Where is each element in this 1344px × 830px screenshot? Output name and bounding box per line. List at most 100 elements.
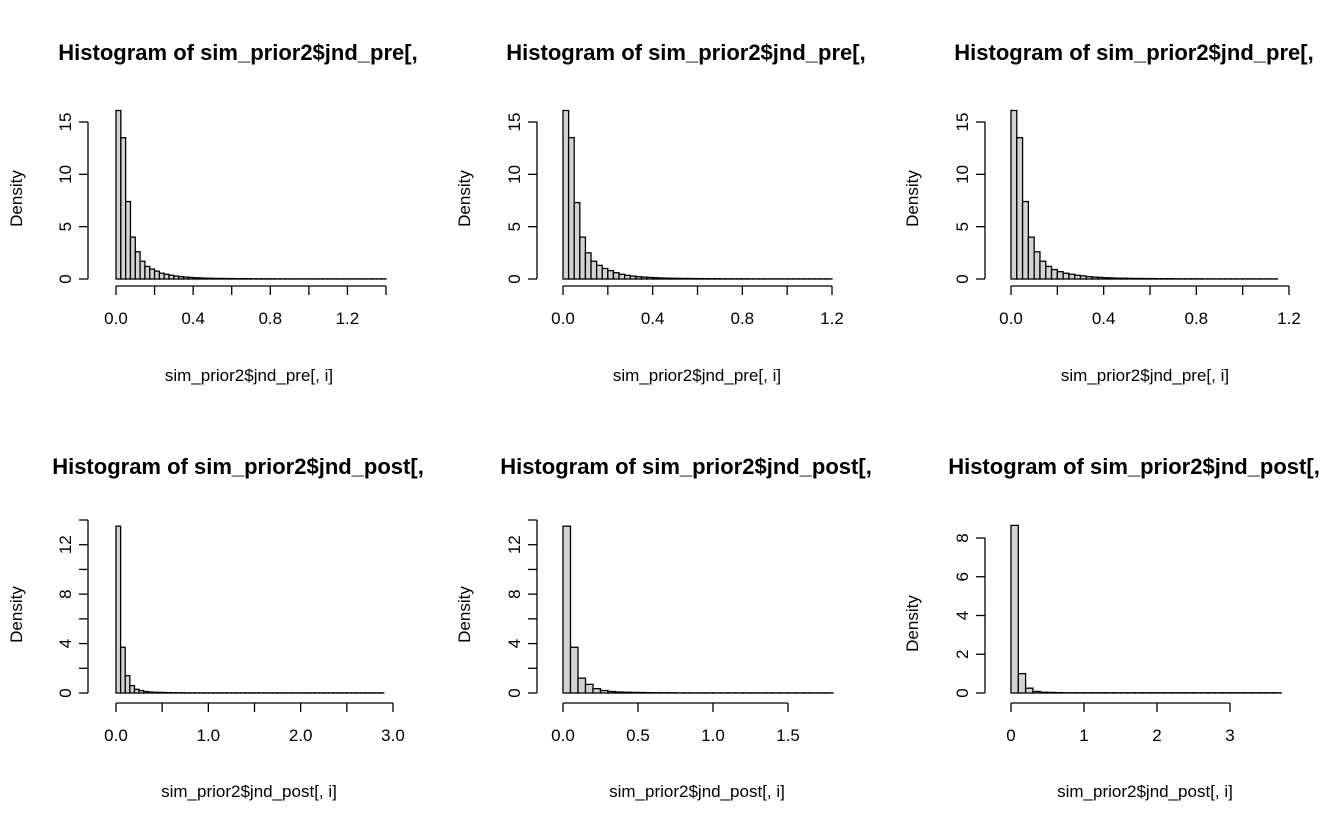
x-tick-label: 1.2 — [1277, 309, 1301, 328]
y-tick-label: 8 — [505, 589, 524, 598]
histogram-bar — [221, 277, 228, 280]
y-axis-label: Density — [903, 595, 922, 652]
panel-title: Histogram of sim_prior2$jnd_post[, — [52, 454, 424, 479]
histogram-bar — [1010, 109, 1018, 280]
histogram-bar — [622, 691, 632, 694]
x-axis-label: sim_prior2$jnd_post[, i] — [161, 782, 337, 801]
x-axis-label: sim_prior2$jnd_post[, i] — [609, 782, 785, 801]
x-tick-label: 3 — [1225, 726, 1234, 745]
panel-title: Histogram of sim_prior2$jnd_pre[, — [954, 40, 1313, 65]
histogram-bar — [1032, 690, 1041, 694]
y-tick-label: 5 — [56, 222, 75, 231]
y-tick-label: 0 — [505, 688, 524, 697]
panel-title: Histogram of sim_prior2$jnd_pre[, — [58, 40, 417, 65]
x-tick-label: 0.0 — [551, 726, 575, 745]
histogram-bar — [173, 275, 180, 280]
y-tick-label: 0 — [953, 274, 972, 283]
histogram-bar — [115, 525, 122, 694]
y-axis-label: Density — [903, 170, 922, 227]
x-tick-label: 0.4 — [1092, 309, 1116, 328]
histogram-bar — [595, 264, 603, 280]
histogram-bar — [618, 273, 626, 280]
histogram-bar — [1062, 272, 1070, 280]
y-tick-label: 2 — [953, 650, 972, 659]
histogram-bar — [197, 277, 204, 280]
histogram-bar — [569, 646, 579, 694]
y-axis-label: Density — [455, 170, 474, 227]
histogram-bar — [133, 688, 140, 694]
histogram-bar — [567, 137, 575, 280]
y-axis-label: Density — [7, 586, 26, 643]
histogram-bar — [129, 236, 136, 280]
histogram-bar — [562, 525, 572, 694]
y-tick-label: 15 — [953, 113, 972, 132]
y-tick-label: 8 — [56, 589, 75, 598]
histogram-bar — [1131, 277, 1140, 280]
x-tick-label: 2.0 — [289, 726, 313, 745]
x-axis-label: sim_prior2$jnd_pre[, i] — [613, 366, 781, 385]
y-tick-label: 6 — [953, 572, 972, 581]
histogram-bar — [182, 276, 189, 280]
x-tick-label: 2 — [1152, 726, 1161, 745]
histogram-bar — [1079, 275, 1087, 280]
histogram-bar — [156, 691, 163, 694]
panel-title: Histogram of sim_prior2$jnd_pre[, — [506, 40, 865, 65]
histogram-bar — [1120, 277, 1128, 280]
histogram-bar — [1027, 236, 1035, 280]
y-tick-label: 0 — [56, 274, 75, 283]
histogram-bar — [590, 260, 598, 280]
y-tick-label: 0 — [953, 688, 972, 697]
x-tick-label: 0.8 — [1185, 309, 1209, 328]
histogram-bar — [1137, 277, 1145, 280]
histogram-bar — [1039, 260, 1047, 280]
histogram-bar — [163, 273, 170, 280]
histogram-bar — [1108, 277, 1116, 280]
x-tick-label: 1.2 — [336, 309, 360, 328]
histogram-panel-1: Histogram of sim_prior2$jnd_pre[, 0.0 0.4 0… — [7, 40, 418, 385]
histogram-bar — [640, 276, 648, 280]
histogram-bar — [168, 274, 175, 280]
x-tick-label: 0.0 — [104, 309, 128, 328]
y-axis-label: Density — [455, 586, 474, 643]
x-tick-label: 1.0 — [197, 726, 221, 745]
x-tick-label: 0.8 — [731, 309, 755, 328]
histogram-bar — [124, 675, 131, 694]
histogram-bar — [1068, 273, 1076, 280]
histogram-bar — [152, 691, 159, 694]
histogram-bar — [134, 251, 141, 280]
histogram-bar — [1050, 268, 1058, 280]
histogram-bar — [202, 277, 209, 280]
y-tick-label: 15 — [505, 113, 524, 132]
y-tick-label: 10 — [953, 165, 972, 184]
histogram-bar — [1016, 137, 1024, 280]
histogram-bar — [1033, 251, 1041, 280]
x-tick-label: 1.2 — [820, 309, 844, 328]
y-tick-label: 10 — [56, 165, 75, 184]
histogram-bar — [635, 276, 643, 280]
histogram-bar — [1114, 277, 1122, 280]
histogram-bar — [192, 277, 199, 280]
histogram-bar — [1039, 691, 1049, 694]
y-tick-label: 15 — [56, 113, 75, 132]
histogram-bar — [674, 277, 682, 280]
histogram-bar — [1056, 271, 1064, 280]
histogram-bar — [601, 267, 609, 280]
x-axis-label: sim_prior2$jnd_pre[, i] — [1061, 366, 1229, 385]
histogram-bar — [1021, 200, 1030, 280]
histogram-bar — [1024, 687, 1034, 694]
histogram-panel-5: Histogram of sim_prior2$jnd_post[, 0.0 0.5… — [455, 454, 872, 801]
histogram-bar — [206, 277, 214, 280]
y-tick-label: 5 — [953, 222, 972, 231]
histogram-bar — [115, 109, 122, 280]
y-tick-label: 12 — [505, 535, 524, 554]
y-tick-label: 5 — [505, 222, 524, 231]
histogram-bar — [657, 277, 665, 280]
histogram-bar — [187, 276, 194, 280]
histogram-bar — [120, 137, 127, 280]
histogram-bar — [1010, 524, 1019, 694]
x-tick-label: 0.4 — [181, 309, 205, 328]
histogram-bar — [629, 275, 637, 280]
histogram-bar — [153, 270, 161, 280]
x-tick-label: 1.5 — [776, 726, 800, 745]
